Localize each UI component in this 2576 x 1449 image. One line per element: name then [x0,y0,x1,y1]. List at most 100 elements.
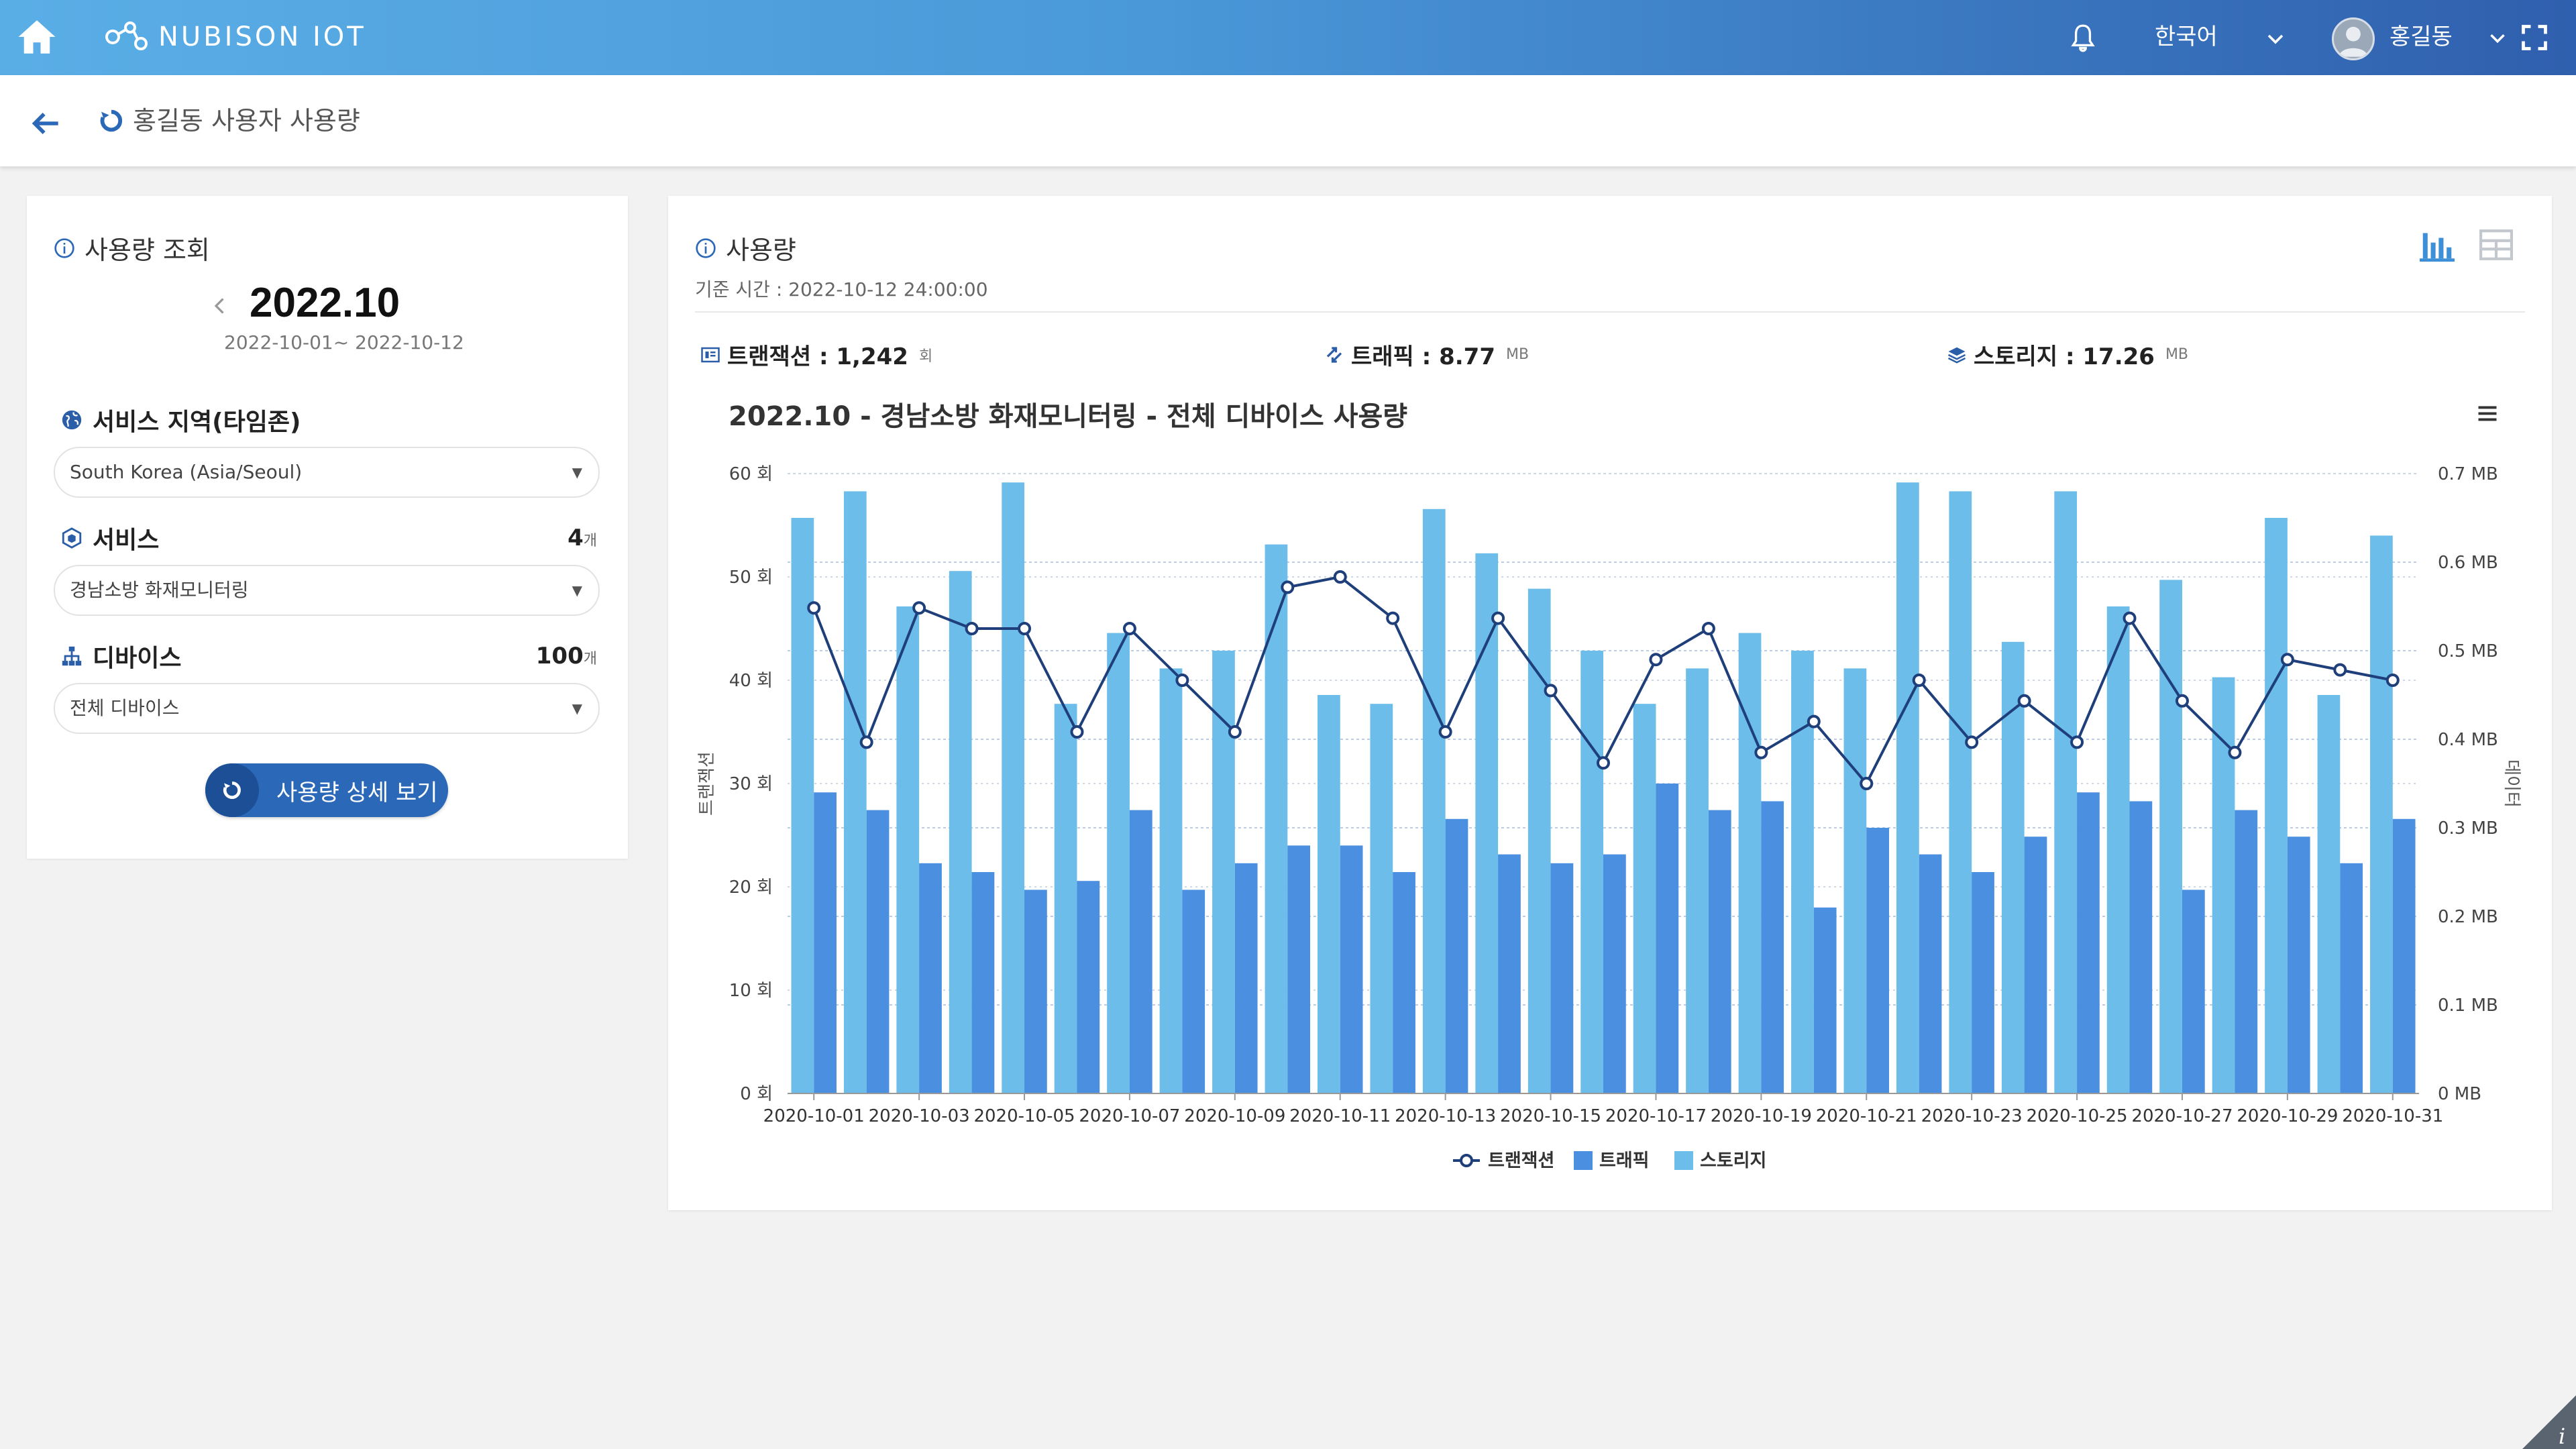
x-tick-label: 2020-10-13 [1395,1106,1496,1126]
y-tick-label: 50 회 [729,568,773,588]
logo-text: NUBISON IOT [158,21,366,52]
home-icon[interactable] [15,15,59,59]
traffic-bar [2392,818,2416,1093]
traffic-bar [1287,845,1311,1093]
bar-chart-view-icon[interactable] [2418,227,2457,262]
bell-icon[interactable] [2066,21,2100,55]
traffic-bar [1445,818,1468,1093]
transaction-point [1597,756,1610,770]
sub-header: 홍길동 사용자 사용량 [0,75,2576,166]
traffic-bar [2182,890,2205,1093]
y2-tick-label: 0.4 MB [2438,730,2498,750]
info-icon [696,237,716,258]
transaction-point [1860,777,1874,790]
legend-label: 트래픽 [1599,1150,1650,1171]
table-view-icon[interactable] [2479,229,2513,260]
storage-icon [1947,347,1966,364]
chevron-down-icon[interactable] [2485,25,2510,51]
sitemap-icon [62,646,82,666]
traffic-bar [1972,872,1994,1093]
cube-icon [62,527,82,549]
transaction-point [859,735,873,749]
traffic-bar [919,863,942,1093]
device-label: 디바이스 100개 [60,639,597,674]
traffic-bar [1024,890,1047,1093]
traffic-bar [1761,801,1784,1093]
traffic-bar [2077,792,2100,1093]
storage-bar [2212,677,2235,1093]
usage-query-card [27,196,628,859]
language-select[interactable]: 한국어 [2155,23,2218,50]
storage-bar [1002,482,1025,1093]
x-tick-label: 2020-10-05 [973,1106,1075,1126]
y-tick-label: 40 회 [729,671,773,691]
service-count: 4개 [568,525,597,551]
svg-text:i: i [2559,1424,2565,1449]
back-arrow-icon[interactable] [27,105,64,142]
traffic-stat: 트래픽 : 8.77 MB [1324,338,1529,371]
storage-bar [1738,633,1762,1093]
y-tick-label: 60 회 [729,464,773,484]
transaction-point [1070,725,1084,739]
usage-detail-button[interactable]: 사용량 상세 보기 [205,763,448,817]
storage-bar [1580,651,1603,1093]
usage-chart: 0 회 10 회 20 회 30 회 40 회 50 회 60 회 0 MB 0.1 MB 0.2… [697,464,2522,1171]
storage-bar [1318,695,1340,1093]
info-corner-icon[interactable]: i [2522,1395,2576,1449]
transaction-point [1281,580,1295,594]
traffic-bar [2287,837,2310,1093]
storage-bar [1686,668,1709,1093]
storage-bar [1212,651,1235,1093]
service-select[interactable]: 경남소방 화재모니터링 ▼ [54,565,600,616]
transaction-point [1649,653,1663,667]
region-select[interactable]: South Korea (Asia/Seoul) ▼ [54,447,600,498]
traffic-bar [2024,837,2047,1093]
storage-bar [2054,491,2078,1093]
x-tick-label: 2020-10-27 [2131,1106,2233,1126]
storage-bar [1422,508,1446,1093]
device-select[interactable]: 전체 디바이스 ▼ [54,683,600,734]
transaction-point [2228,745,2242,759]
storage-bar [2159,580,2182,1093]
traffic-bar [1813,907,1837,1093]
storage-bar [1370,704,1393,1093]
fullscreen-icon[interactable] [2520,23,2549,52]
transaction-point [1965,735,1979,749]
caret-down-icon: ▼ [572,700,582,716]
logo[interactable]: NUBISON IOT [103,15,366,59]
y-axis-title: 트랜잭션 [697,751,717,816]
legend-point-symbol [1460,1154,1473,1167]
usage-title: 사용량 [695,229,796,266]
x-tick-label: 2020-10-17 [1605,1106,1707,1126]
usage-query-title: 사용량 조회 [54,229,210,266]
previous-month-icon[interactable] [208,291,232,321]
x-tick-label: 2020-10-29 [2237,1106,2338,1126]
avatar[interactable] [2332,17,2375,60]
transaction-point [1754,745,1768,759]
logo-icon [105,21,148,50]
transaction-point [1386,611,1400,625]
y-tick-label: 20 회 [729,877,773,898]
transaction-point [2333,663,2347,677]
transaction-point [1438,725,1452,739]
traffic-bar [2235,810,2258,1093]
transaction-point [1122,622,1136,635]
chevron-down-icon[interactable] [2262,25,2289,52]
storage-bar [1159,668,1183,1093]
transaction-point [1491,611,1505,625]
storage-bar [2106,606,2130,1093]
transaction-point [1807,714,1821,729]
refresh-icon [100,109,123,132]
transaction-point [965,622,979,635]
transaction-point [1175,674,1189,687]
storage-bar [1054,704,1077,1093]
y2-tick-label: 0.2 MB [2438,907,2498,927]
storage-bar [1633,704,1656,1093]
y-tick-label: 30 회 [729,774,773,794]
traffic-bar [1077,881,1100,1093]
user-name[interactable]: 홍길동 [2390,23,2453,50]
x-tick-label: 2020-10-11 [1289,1106,1391,1126]
caret-down-icon: ▼ [572,464,582,480]
y2-tick-label: 0.5 MB [2438,641,2498,661]
hamburger-menu-icon[interactable] [2475,401,2500,425]
